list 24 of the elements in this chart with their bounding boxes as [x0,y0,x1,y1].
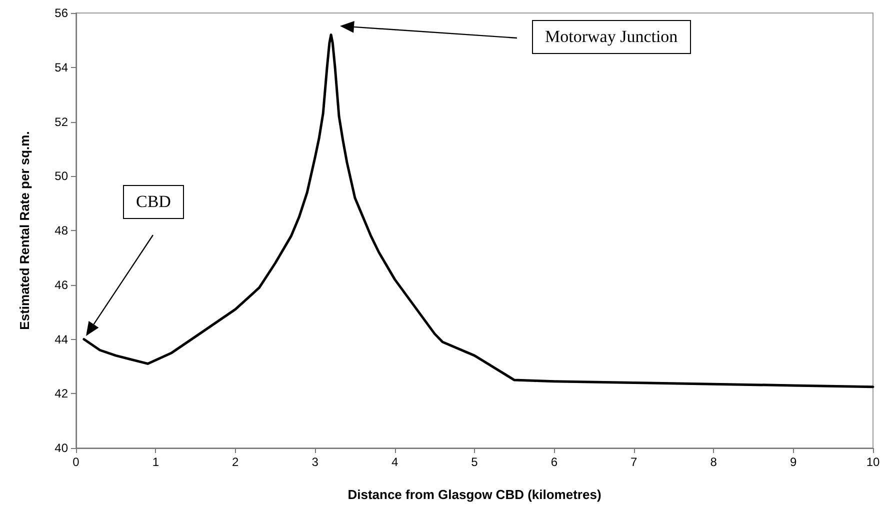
y-tick-label: 54 [54,60,68,74]
x-tick-label: 7 [630,455,638,469]
y-tick-label: 44 [54,332,68,346]
y-tick-label: 46 [54,278,68,292]
annotation: CBD [123,185,184,219]
y-tick-label: 40 [54,441,68,455]
x-tick-label: 10 [866,455,880,469]
x-tick-label: 9 [790,455,797,469]
x-tick-label: 6 [550,455,558,469]
y-tick-label: 50 [54,169,68,184]
x-tick-label: 8 [710,455,718,469]
x-axis-title: Distance from Glasgow CBD (kilometres) [348,487,602,502]
y-tick-label: 42 [54,386,68,401]
x-tick-label: 4 [391,455,398,469]
y-tick-label: 48 [54,224,68,238]
annotation: Motorway Junction [532,20,691,54]
x-tick-label: 0 [72,455,80,469]
x-tick-label: 1 [152,455,160,469]
x-tick-label: 5 [471,455,478,469]
x-tick-label: 2 [232,455,240,469]
y-tick-label: 52 [54,114,68,129]
x-tick-label: 3 [312,455,319,469]
y-axis-title: Estimated Rental Rate per sq.m. [17,131,32,330]
y-tick-label: 56 [54,6,68,20]
